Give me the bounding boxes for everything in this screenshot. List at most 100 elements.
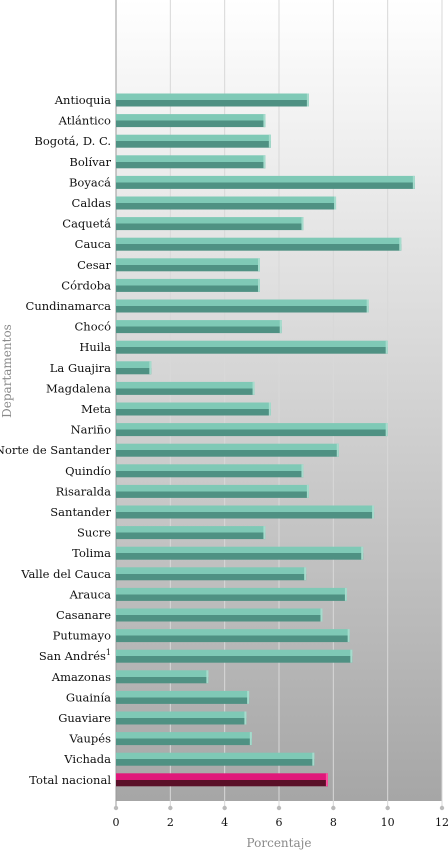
category-label: Caquetá — [62, 217, 111, 231]
category-label: Sucre — [77, 526, 111, 540]
bar — [116, 381, 255, 395]
bar-end-cap — [325, 773, 328, 787]
bar — [116, 237, 402, 251]
bar — [116, 752, 315, 766]
category-label: Cesar — [77, 258, 111, 272]
bar — [116, 649, 353, 663]
category-label: Bolívar — [69, 155, 111, 169]
bar-end-cap — [268, 402, 271, 416]
bar-end-cap — [263, 155, 266, 169]
bar-end-cap — [320, 608, 323, 622]
x-tick-label: 10 — [381, 816, 395, 829]
bar — [116, 258, 260, 272]
bar — [116, 320, 282, 334]
bar — [116, 340, 388, 354]
category-label: Risaralda — [56, 484, 111, 498]
bar — [116, 114, 266, 128]
bar — [116, 526, 266, 540]
bar-end-cap — [263, 526, 266, 540]
bars — [116, 93, 415, 787]
bar — [116, 402, 271, 416]
bar-end-cap — [306, 484, 309, 498]
bar-end-cap — [385, 340, 388, 354]
category-label: Cauca — [75, 237, 112, 251]
category-label: Boyacá — [69, 175, 111, 189]
category-label: La Guajira — [50, 361, 111, 375]
category-label: Total nacional — [29, 773, 111, 787]
bar-end-cap — [244, 711, 247, 725]
category-label: Atlántico — [58, 114, 111, 128]
category-label: Vaupés — [68, 732, 111, 746]
bar-end-cap — [247, 690, 250, 704]
bar — [116, 608, 323, 622]
category-label: San Andrés1 — [39, 648, 111, 663]
bar-end-cap — [347, 629, 350, 643]
category-label: Arauca — [69, 587, 112, 601]
bar-end-cap — [301, 217, 304, 231]
bar — [116, 217, 304, 231]
bar-end-cap — [206, 670, 209, 684]
category-label: Putumayo — [53, 629, 111, 643]
bar-end-cap — [257, 278, 260, 292]
category-label: Antioquia — [54, 93, 111, 107]
category-label: Huila — [79, 340, 111, 354]
category-labels: Antioquia Atlántico Bogotá, D. C. Bolívar Bo… — [0, 93, 112, 787]
x-tick-mark — [222, 805, 227, 811]
x-tick-mark — [168, 805, 173, 811]
category-label: Córdoba — [61, 278, 111, 292]
bar — [116, 484, 309, 498]
bar — [116, 443, 339, 457]
bar — [116, 546, 364, 560]
bar — [116, 464, 304, 478]
bar-end-cap — [312, 752, 315, 766]
bar-end-cap — [385, 423, 388, 437]
bar — [116, 423, 388, 437]
bar-end-cap — [279, 320, 282, 334]
category-label: Vichada — [63, 752, 111, 766]
category-label: Tolima — [72, 546, 111, 560]
bar-end-cap — [304, 567, 307, 581]
x-tick-label: 2 — [167, 816, 174, 829]
bar — [116, 670, 209, 684]
bar-end-cap — [257, 258, 260, 272]
category-label: Chocó — [75, 320, 112, 334]
category-label: Bogotá, D. C. — [34, 134, 111, 148]
category-label: Santander — [50, 505, 111, 519]
x-tick-mark — [276, 805, 282, 811]
x-tick-label: 8 — [330, 816, 337, 829]
bar-end-cap — [334, 196, 337, 210]
category-label: Casanare — [56, 608, 111, 622]
category-label: Nariño — [71, 423, 112, 437]
bar — [116, 629, 350, 643]
bar — [116, 93, 309, 107]
bar-end-cap — [336, 443, 339, 457]
bar — [116, 196, 337, 210]
category-label: Amazonas — [51, 670, 111, 684]
bar-end-cap — [412, 175, 415, 189]
bar-end-cap — [252, 381, 255, 395]
category-label: Guainía — [66, 690, 111, 704]
bar — [116, 299, 369, 313]
x-tick-mark — [331, 805, 336, 811]
bar-end-cap — [249, 732, 252, 746]
x-tick-labels: 0 2 4 6 8 10 12 — [113, 816, 448, 829]
category-label: Valle del Cauca — [20, 567, 111, 581]
bar-total-nacional — [116, 773, 328, 787]
bar-end-cap — [344, 587, 347, 601]
bar-end-cap — [268, 134, 271, 148]
y-axis-title: Departamentos — [0, 324, 14, 418]
category-label: Norte de Santander — [0, 443, 112, 457]
category-label: Quindío — [65, 464, 111, 478]
bar-end-cap — [263, 114, 266, 128]
bar — [116, 690, 250, 704]
category-label: Cundinamarca — [26, 299, 112, 313]
bar — [116, 732, 252, 746]
bar — [116, 155, 266, 169]
x-axis-title: Porcentaje — [247, 836, 312, 850]
bar-end-cap — [366, 299, 369, 313]
bar — [116, 134, 271, 148]
bar — [116, 278, 260, 292]
x-tick-label: 6 — [276, 816, 283, 829]
bar-end-cap — [399, 237, 402, 251]
